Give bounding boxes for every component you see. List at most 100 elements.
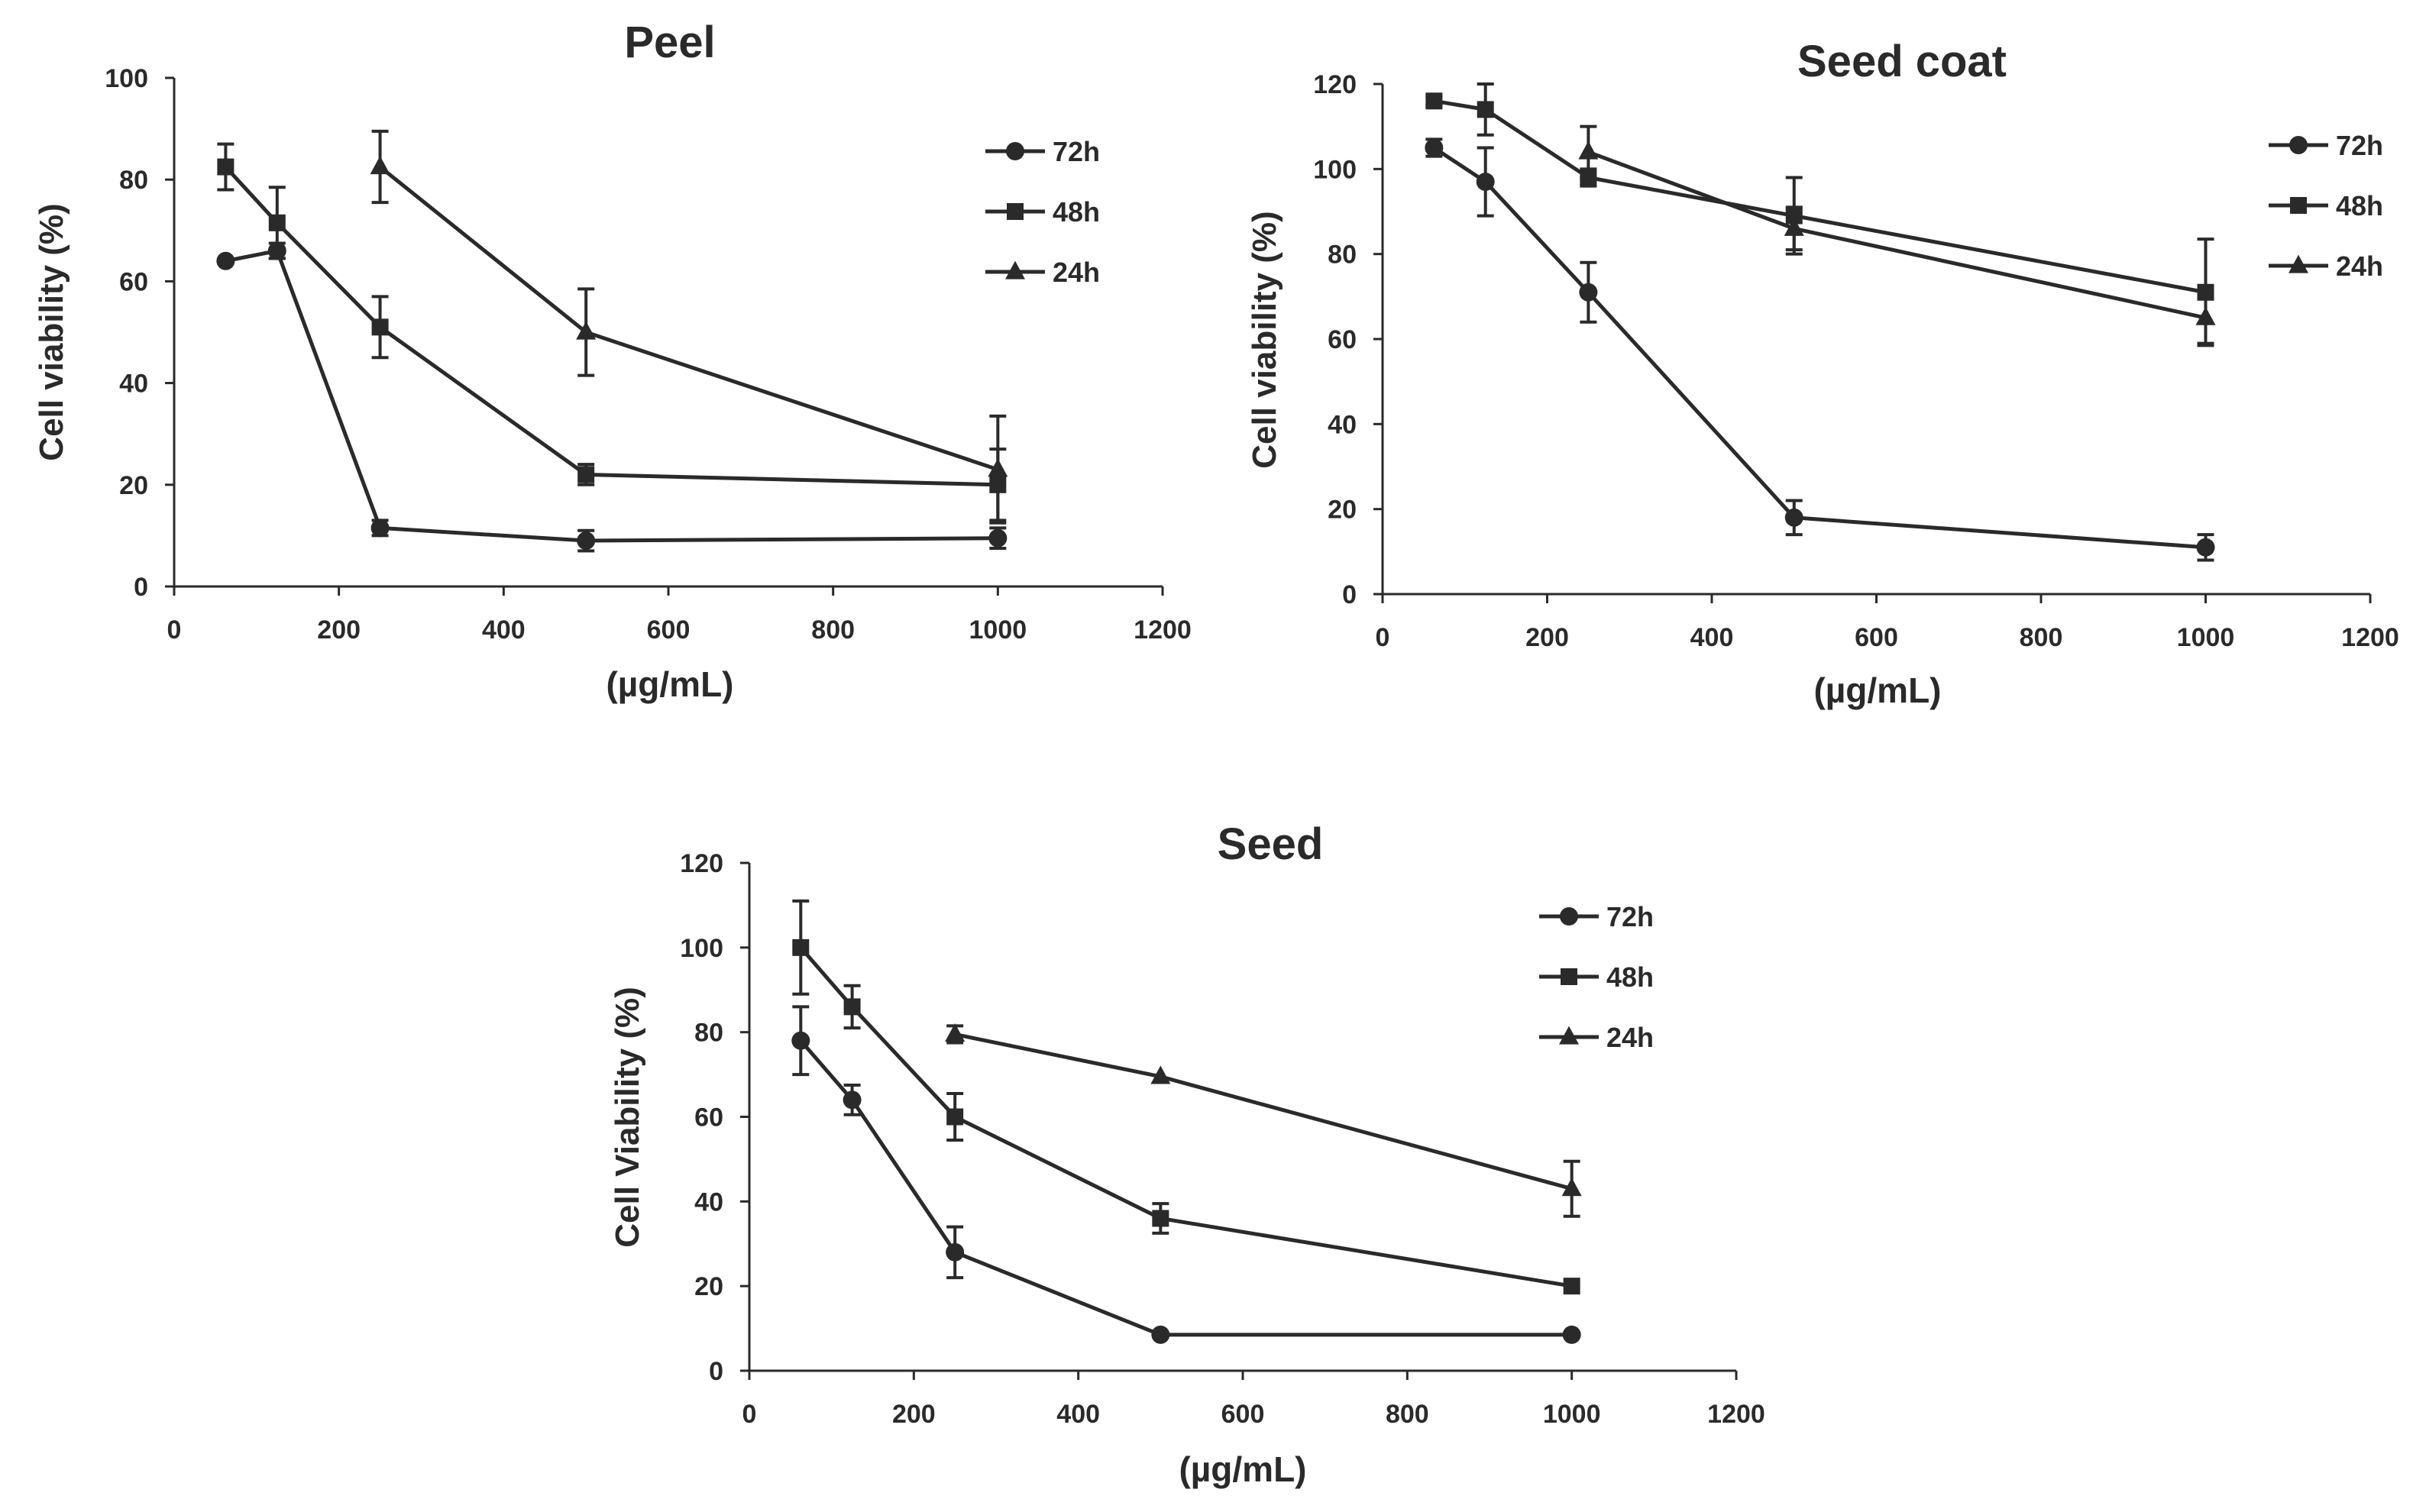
legend-triangle-marker (1005, 260, 1025, 279)
legend-item-24h: 24h (1539, 1022, 1654, 1053)
x-tick-label: 400 (482, 615, 526, 645)
data-point-triangle-marker (988, 458, 1008, 477)
data-point-circle-marker (1562, 1325, 1581, 1344)
x-tick-label: 0 (167, 615, 182, 645)
data-point-square-marker (792, 939, 810, 956)
legend-label: 72h (2336, 130, 2383, 161)
legend-item-72h: 72h (1539, 901, 1654, 932)
y-tick-label: 80 (119, 166, 148, 195)
y-tick-label: 100 (105, 64, 148, 93)
data-point-triangle-marker (945, 1023, 966, 1042)
series-48h (1425, 82, 2214, 347)
legend-circle-marker (1006, 142, 1024, 160)
y-tick-label: 40 (119, 370, 148, 399)
x-tick-label: 800 (1386, 1400, 1429, 1429)
data-point-triangle-marker (1578, 141, 1599, 160)
x-tick-label: 200 (892, 1400, 936, 1429)
series-line-24h (379, 165, 999, 472)
data-point-circle-marker (1476, 173, 1495, 192)
legend-label: 24h (2336, 250, 2383, 282)
x-tick-label: 800 (2020, 623, 2063, 652)
x-tick-label: 800 (811, 615, 855, 645)
data-point-square-marker (1425, 92, 1443, 110)
data-point-square-marker (1152, 1210, 1169, 1227)
series-24h (370, 129, 1008, 525)
data-point-circle-marker (577, 531, 596, 551)
y-tick-label: 80 (1328, 241, 1357, 270)
legend-item-24h: 24h (985, 257, 1100, 288)
series-line-72h (1432, 146, 2206, 550)
legend-triangle-marker (2289, 254, 2308, 273)
data-point-circle-marker (946, 1242, 965, 1262)
y-tick-label: 20 (119, 471, 148, 500)
x-tick-label: 0 (1376, 623, 1390, 652)
chart-seed: Seed 0 200 400 600 800 1000 1200 0 20 40 60 80 100 120… (609, 819, 1765, 1489)
series-48h (792, 899, 1580, 1295)
x-tick-label: 600 (1855, 623, 1898, 652)
legend-item-72h: 72h (985, 136, 1100, 167)
legend-item-48h: 48h (985, 196, 1100, 228)
y-axis-label: Cell Viability (%) (609, 987, 646, 1248)
legend-label: 48h (2336, 190, 2383, 221)
y-tick-label: 120 (1313, 70, 1357, 99)
y-tick-label: 100 (680, 934, 723, 963)
legend-circle-marker (1560, 907, 1578, 926)
legend-label: 48h (1606, 961, 1654, 993)
series-24h (945, 1023, 1582, 1218)
x-tick-label: 200 (1525, 623, 1569, 652)
data-point-circle-marker (216, 251, 235, 270)
data-point-triangle-marker (370, 156, 390, 175)
series-line-48h (1433, 99, 2206, 295)
data-point-circle-marker (1579, 283, 1598, 302)
x-tick-label: 600 (647, 615, 691, 645)
data-point-square-marker (1563, 1278, 1580, 1295)
x-tick-label: 600 (1221, 1400, 1265, 1429)
x-tick-label: 1200 (1707, 1400, 1765, 1429)
data-point-circle-marker (370, 519, 390, 538)
y-tick-label: 40 (694, 1187, 723, 1216)
legend-triangle-marker (1559, 1026, 1579, 1045)
data-point-triangle-marker (1784, 217, 1804, 236)
x-axis-label: (µg/mL) (1813, 670, 1941, 710)
data-point-circle-marker (791, 1031, 810, 1050)
series-line-48h (799, 946, 1573, 1288)
legend-item-48h: 48h (2269, 190, 2383, 221)
x-tick-label: 200 (317, 615, 361, 645)
legend-item-24h: 24h (2269, 250, 2383, 282)
x-tick-label: 0 (742, 1400, 757, 1429)
data-point-square-marker (946, 1108, 964, 1126)
series-line-72h (225, 248, 998, 543)
y-tick-label: 0 (709, 1357, 723, 1386)
data-point-square-marker (843, 998, 861, 1016)
y-tick-label: 120 (680, 849, 723, 878)
legend-label: 48h (1053, 196, 1100, 228)
data-point-square-marker (577, 466, 595, 483)
legend-circle-marker (2289, 136, 2308, 154)
data-point-square-marker (1477, 101, 1494, 118)
y-tick-label: 40 (1328, 410, 1357, 439)
y-tick-label: 20 (1328, 496, 1357, 525)
chart-title: Peel (624, 18, 715, 67)
series-line-24h (954, 1032, 1573, 1191)
y-tick-label: 20 (694, 1272, 723, 1301)
data-point-square-marker (371, 318, 389, 336)
chart-seed-coat: Seed coat 0 200 400 600 800 1000 1200 0 20 40 60 80 1… (1246, 37, 2399, 710)
series-72h (791, 1005, 1581, 1344)
data-point-triangle-marker (1561, 1178, 1582, 1197)
chart-peel: Peel 0 200 400 600 800 1000 1200 0 20 40 60 80 100 (µg… (33, 18, 1192, 704)
legend-square-marker (1561, 968, 1577, 985)
series-48h (217, 142, 1007, 522)
data-point-circle-marker (1784, 508, 1803, 527)
y-tick-label: 60 (694, 1103, 723, 1132)
legend-item-48h: 48h (1539, 961, 1654, 993)
x-tick-label: 1000 (2177, 623, 2235, 652)
data-point-triangle-marker (576, 321, 597, 340)
data-point-circle-marker (1151, 1325, 1170, 1344)
x-tick-label: 400 (1056, 1400, 1100, 1429)
data-point-circle-marker (988, 528, 1008, 548)
y-tick-label: 80 (694, 1019, 723, 1048)
chart-title: Seed (1218, 819, 1324, 869)
data-point-circle-marker (2196, 538, 2215, 557)
x-tick-label: 1000 (969, 615, 1027, 645)
